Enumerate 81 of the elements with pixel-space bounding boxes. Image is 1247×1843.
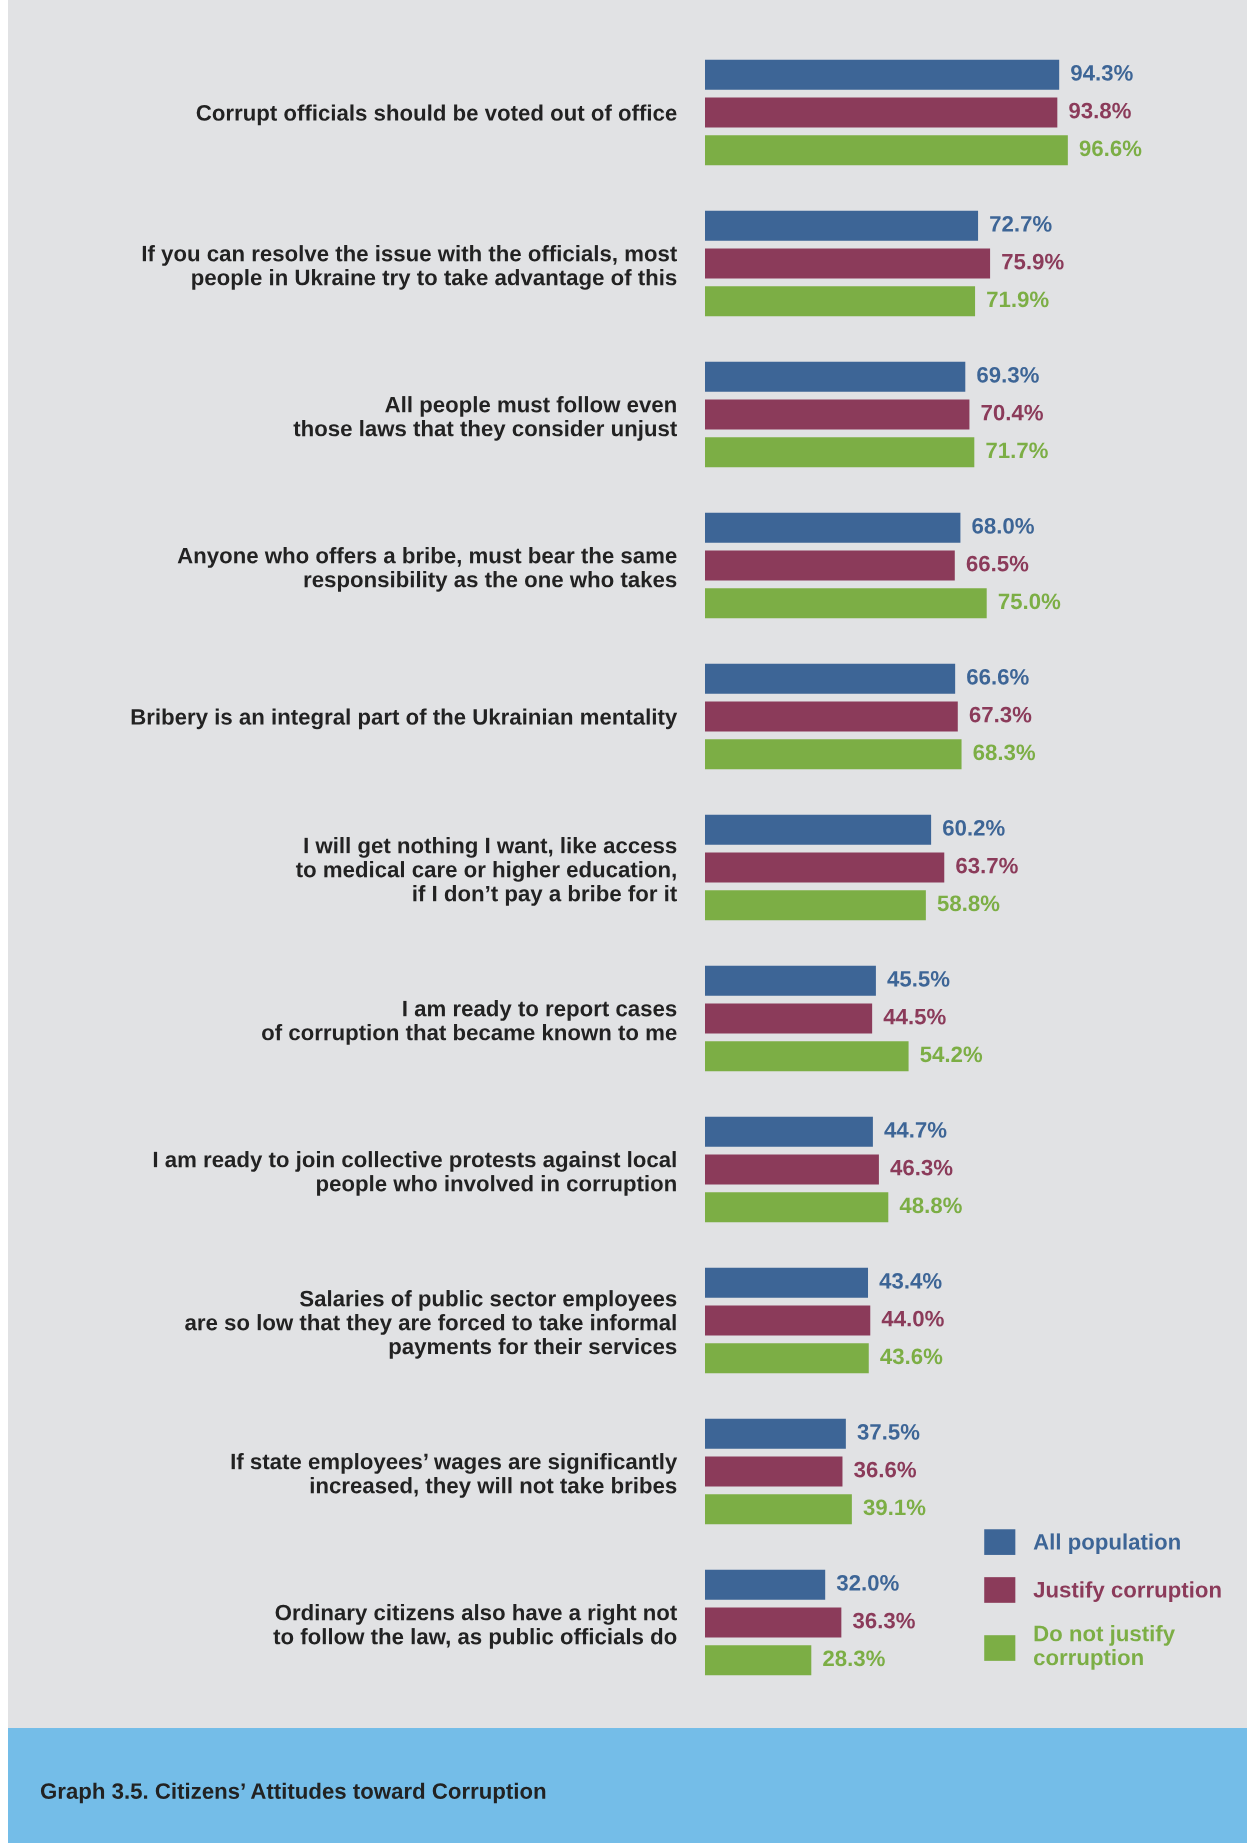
bar (705, 437, 975, 468)
bar (705, 399, 970, 430)
y-tick-label: I will get nothing I want, like access to medical care or higher education, if I don’t pay a bribe for it (295, 837, 677, 906)
legend-label: Do not justify corruption (1033, 1625, 1175, 1670)
bar (705, 814, 932, 845)
y-tick-label: Salaries of public sector employees are so low that they are forced to take informal payments for their services (185, 1290, 677, 1359)
data-label: 69.3% (977, 366, 1039, 383)
bar (705, 1116, 873, 1147)
bar (705, 852, 945, 883)
y-tick-label: All people must follow even those laws that they consider unjust (293, 396, 677, 441)
bar (705, 1607, 842, 1638)
data-label: 93.8% (1069, 102, 1131, 119)
data-label: 71.7% (986, 442, 1048, 459)
data-label: 44.0% (881, 1310, 944, 1327)
y-tick-label: Bribery is an integral part of the Ukrainian mentality (131, 708, 678, 730)
bar (705, 965, 876, 996)
data-label: 75.0% (998, 593, 1061, 610)
data-label: 44.5% (883, 1008, 946, 1025)
bar (705, 739, 962, 770)
bar (705, 1645, 812, 1676)
bar (705, 1418, 846, 1449)
y-tick-label: I am ready to join collective protests against local people who involved in corruption (153, 1151, 676, 1196)
bar (705, 1494, 852, 1525)
data-label: 60.2% (943, 819, 1005, 836)
y-tick-label: If state employees’ wages are significantly increased, they will not take bribes (231, 1453, 678, 1498)
bar (705, 135, 1068, 166)
bar (705, 1154, 879, 1185)
data-label: 58.8% (937, 895, 1000, 912)
data-label: 39.1% (863, 1499, 926, 1516)
data-label: 43.4% (879, 1272, 942, 1289)
data-label: 46.3% (890, 1159, 953, 1176)
y-tick-label: Ordinary citizens also have a right not to follow the law, as public officials do (273, 1604, 677, 1649)
data-label: 32.0% (836, 1574, 899, 1591)
data-label: 54.2% (920, 1046, 983, 1063)
data-label: 72.7% (990, 215, 1052, 232)
text: Graph 3.5. Citizens’ Attitudes toward Corruption (40, 1782, 546, 1804)
data-label: 66.6% (967, 668, 1029, 685)
data-label: 96.6% (1079, 140, 1142, 157)
bar (705, 663, 956, 694)
y-tick-label: Corrupt officials should be voted out of office (196, 104, 677, 126)
data-label: 28.3% (823, 1650, 885, 1667)
data-label: 75.9% (1002, 253, 1064, 270)
bar (705, 550, 955, 581)
legend-label: All population (1033, 1533, 1180, 1555)
data-label: 68.3% (973, 744, 1036, 761)
data-label: 45.5% (887, 971, 950, 987)
data-label: 66.5% (966, 555, 1029, 572)
bar (705, 1305, 871, 1336)
bar (705, 361, 966, 392)
data-label: 36.6% (854, 1461, 917, 1478)
data-label: 43.6% (880, 1348, 943, 1365)
bar (705, 1003, 873, 1034)
data-label: 71.9% (987, 291, 1049, 308)
data-label: 67.3% (969, 706, 1032, 723)
data-label: 37.5% (857, 1423, 920, 1440)
bar (705, 97, 1058, 128)
bar (705, 1343, 869, 1374)
bar (705, 588, 987, 619)
bar (705, 248, 991, 279)
bar (705, 1192, 889, 1223)
bar (705, 1041, 909, 1072)
y-tick-label: If you can resolve the issue with the officials, most people in Ukraine try to take advantage of this (142, 245, 677, 290)
data-label: 63.7% (956, 857, 1018, 874)
bar (705, 890, 926, 921)
bar (705, 1456, 843, 1487)
bar (705, 210, 979, 241)
data-label: 36.3% (852, 1612, 915, 1629)
data-label: 44.7% (884, 1122, 947, 1138)
bar (705, 59, 1060, 90)
bar (705, 1569, 826, 1600)
y-tick-label: I am ready to report cases of corruption that became known to me (262, 1000, 677, 1045)
bar (705, 701, 958, 732)
bar (705, 1267, 869, 1298)
data-label: 70.4% (981, 404, 1043, 421)
data-label: 68.0% (972, 517, 1034, 534)
bar (705, 512, 961, 543)
y-tick-label: Anyone who offers a bribe, must bear the same responsibility as the one who takes (177, 547, 677, 592)
bar (705, 286, 976, 317)
legend-label: Justify corruption (1033, 1581, 1221, 1602)
data-label: 48.8% (899, 1197, 962, 1214)
data-label: 94.3% (1071, 64, 1133, 81)
